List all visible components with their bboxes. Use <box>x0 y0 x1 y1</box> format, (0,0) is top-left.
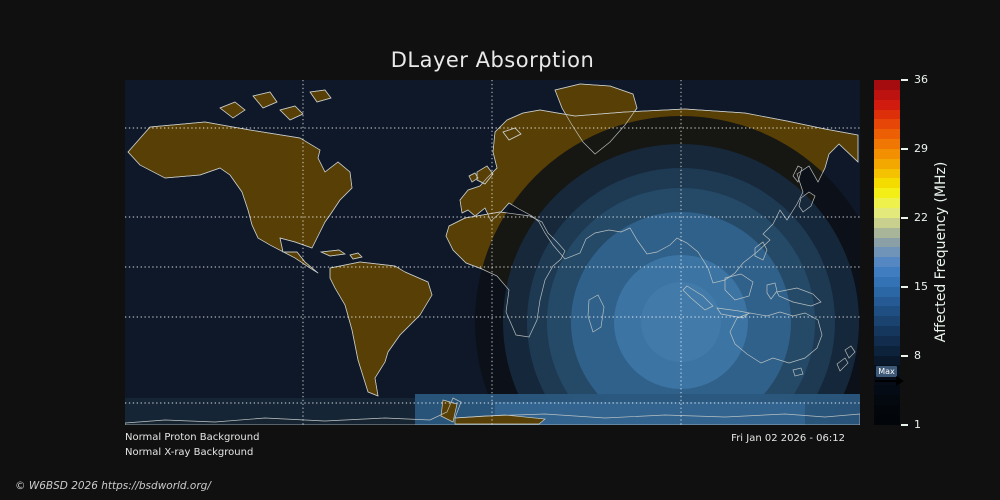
tick-mark <box>901 424 908 426</box>
coastline <box>682 285 714 311</box>
coastline <box>754 241 768 261</box>
tick-mark <box>901 79 908 81</box>
colorbar-segment <box>874 247 900 258</box>
colorbar-segment <box>874 109 900 120</box>
antarctic-peninsula <box>440 399 458 423</box>
tick-label: 29 <box>914 142 928 155</box>
coastline <box>836 345 856 372</box>
colorbar-axis-label: Affected Frequency (MHz) <box>933 161 949 343</box>
colorbar-segment <box>874 414 900 425</box>
max-arrowhead-icon <box>896 376 904 387</box>
colorbar-segment <box>874 306 900 317</box>
tick-label: 22 <box>914 211 928 224</box>
status-annotations: Normal Proton Background Normal X-ray Ba… <box>125 430 259 460</box>
colorbar-segment <box>874 286 900 297</box>
coastline <box>716 307 750 319</box>
copyright-notice: © W6BSD 2026 https://bsdworld.org/ <box>15 480 211 492</box>
tick-label: 36 <box>914 73 928 86</box>
colorbar-segment <box>874 139 900 149</box>
colorbar-segment <box>874 237 900 248</box>
colorbar-segment <box>874 99 900 110</box>
colorbar <box>874 80 900 425</box>
colorbar-segment <box>874 257 900 268</box>
antarctic-day-bands <box>125 394 860 425</box>
antarctic-day-band <box>495 402 805 425</box>
world-map <box>124 80 887 500</box>
colorbar-segment <box>874 188 900 199</box>
coastline <box>729 311 823 364</box>
tick-mark <box>901 286 908 288</box>
colorbar-max-marker: Max <box>875 366 907 387</box>
coastline <box>319 249 363 260</box>
tick-mark <box>901 355 908 357</box>
coastline <box>124 397 861 426</box>
tick-mark <box>901 217 908 219</box>
coastline <box>798 191 816 213</box>
coastline <box>127 121 353 274</box>
colorbar-segment <box>874 267 900 277</box>
coastline <box>445 211 566 338</box>
coastlines-layer <box>124 83 861 426</box>
colorbar-segment <box>874 385 900 395</box>
coastline <box>587 294 605 333</box>
coastline <box>724 273 754 301</box>
tick-label: 8 <box>914 349 921 362</box>
colorbar-segment <box>874 404 900 415</box>
colorbar-segment <box>874 345 900 356</box>
colorbar-segment <box>874 316 900 327</box>
colorbar-segment <box>874 276 900 287</box>
colorbar-segment <box>874 158 900 169</box>
coastline <box>219 89 332 121</box>
tick-label: 15 <box>914 280 928 293</box>
colorbar-segment <box>874 80 900 90</box>
colorbar-segment <box>874 326 900 336</box>
colorbar-segment <box>874 119 900 130</box>
world-map-svg <box>124 80 887 500</box>
coastline <box>792 165 803 183</box>
colorbar-segment <box>874 395 900 405</box>
colorbar-segment <box>874 168 900 179</box>
colorbar-segment <box>874 227 900 238</box>
colorbar-segment <box>874 148 900 159</box>
max-arrow-icon <box>875 380 897 383</box>
colorbar-segment <box>874 89 900 100</box>
colorbar-segment <box>874 355 900 366</box>
coastline <box>554 83 638 155</box>
proton-status: Normal Proton Background <box>125 432 260 443</box>
coastline <box>776 287 822 307</box>
colorbar-segment <box>874 217 900 228</box>
xray-status: Normal X-ray Background <box>125 447 254 458</box>
page-title: DLayer Absorption <box>390 48 595 72</box>
coastline <box>329 261 433 397</box>
timestamp: Fri Jan 02 2026 - 06:12 <box>731 433 845 444</box>
colorbar-segment <box>874 207 900 218</box>
lat-lon-gridlines <box>125 80 860 425</box>
coastline <box>766 282 778 300</box>
antarctic-day-band <box>125 398 415 425</box>
coastline <box>468 165 494 185</box>
tick-label: 1 <box>914 418 921 431</box>
colorbar-segment <box>874 129 900 140</box>
tick-mark <box>901 148 908 150</box>
coastline <box>459 108 859 284</box>
coastline <box>502 127 522 141</box>
colorbar-segment <box>874 198 900 208</box>
coastline <box>792 367 804 377</box>
colorbar-segment <box>874 178 900 189</box>
colorbar-segment <box>874 335 900 346</box>
colorbar-segment <box>874 296 900 307</box>
colorbar-ticks: 36 29 22 15 8 1 <box>900 73 960 431</box>
max-label: Max <box>876 366 897 378</box>
